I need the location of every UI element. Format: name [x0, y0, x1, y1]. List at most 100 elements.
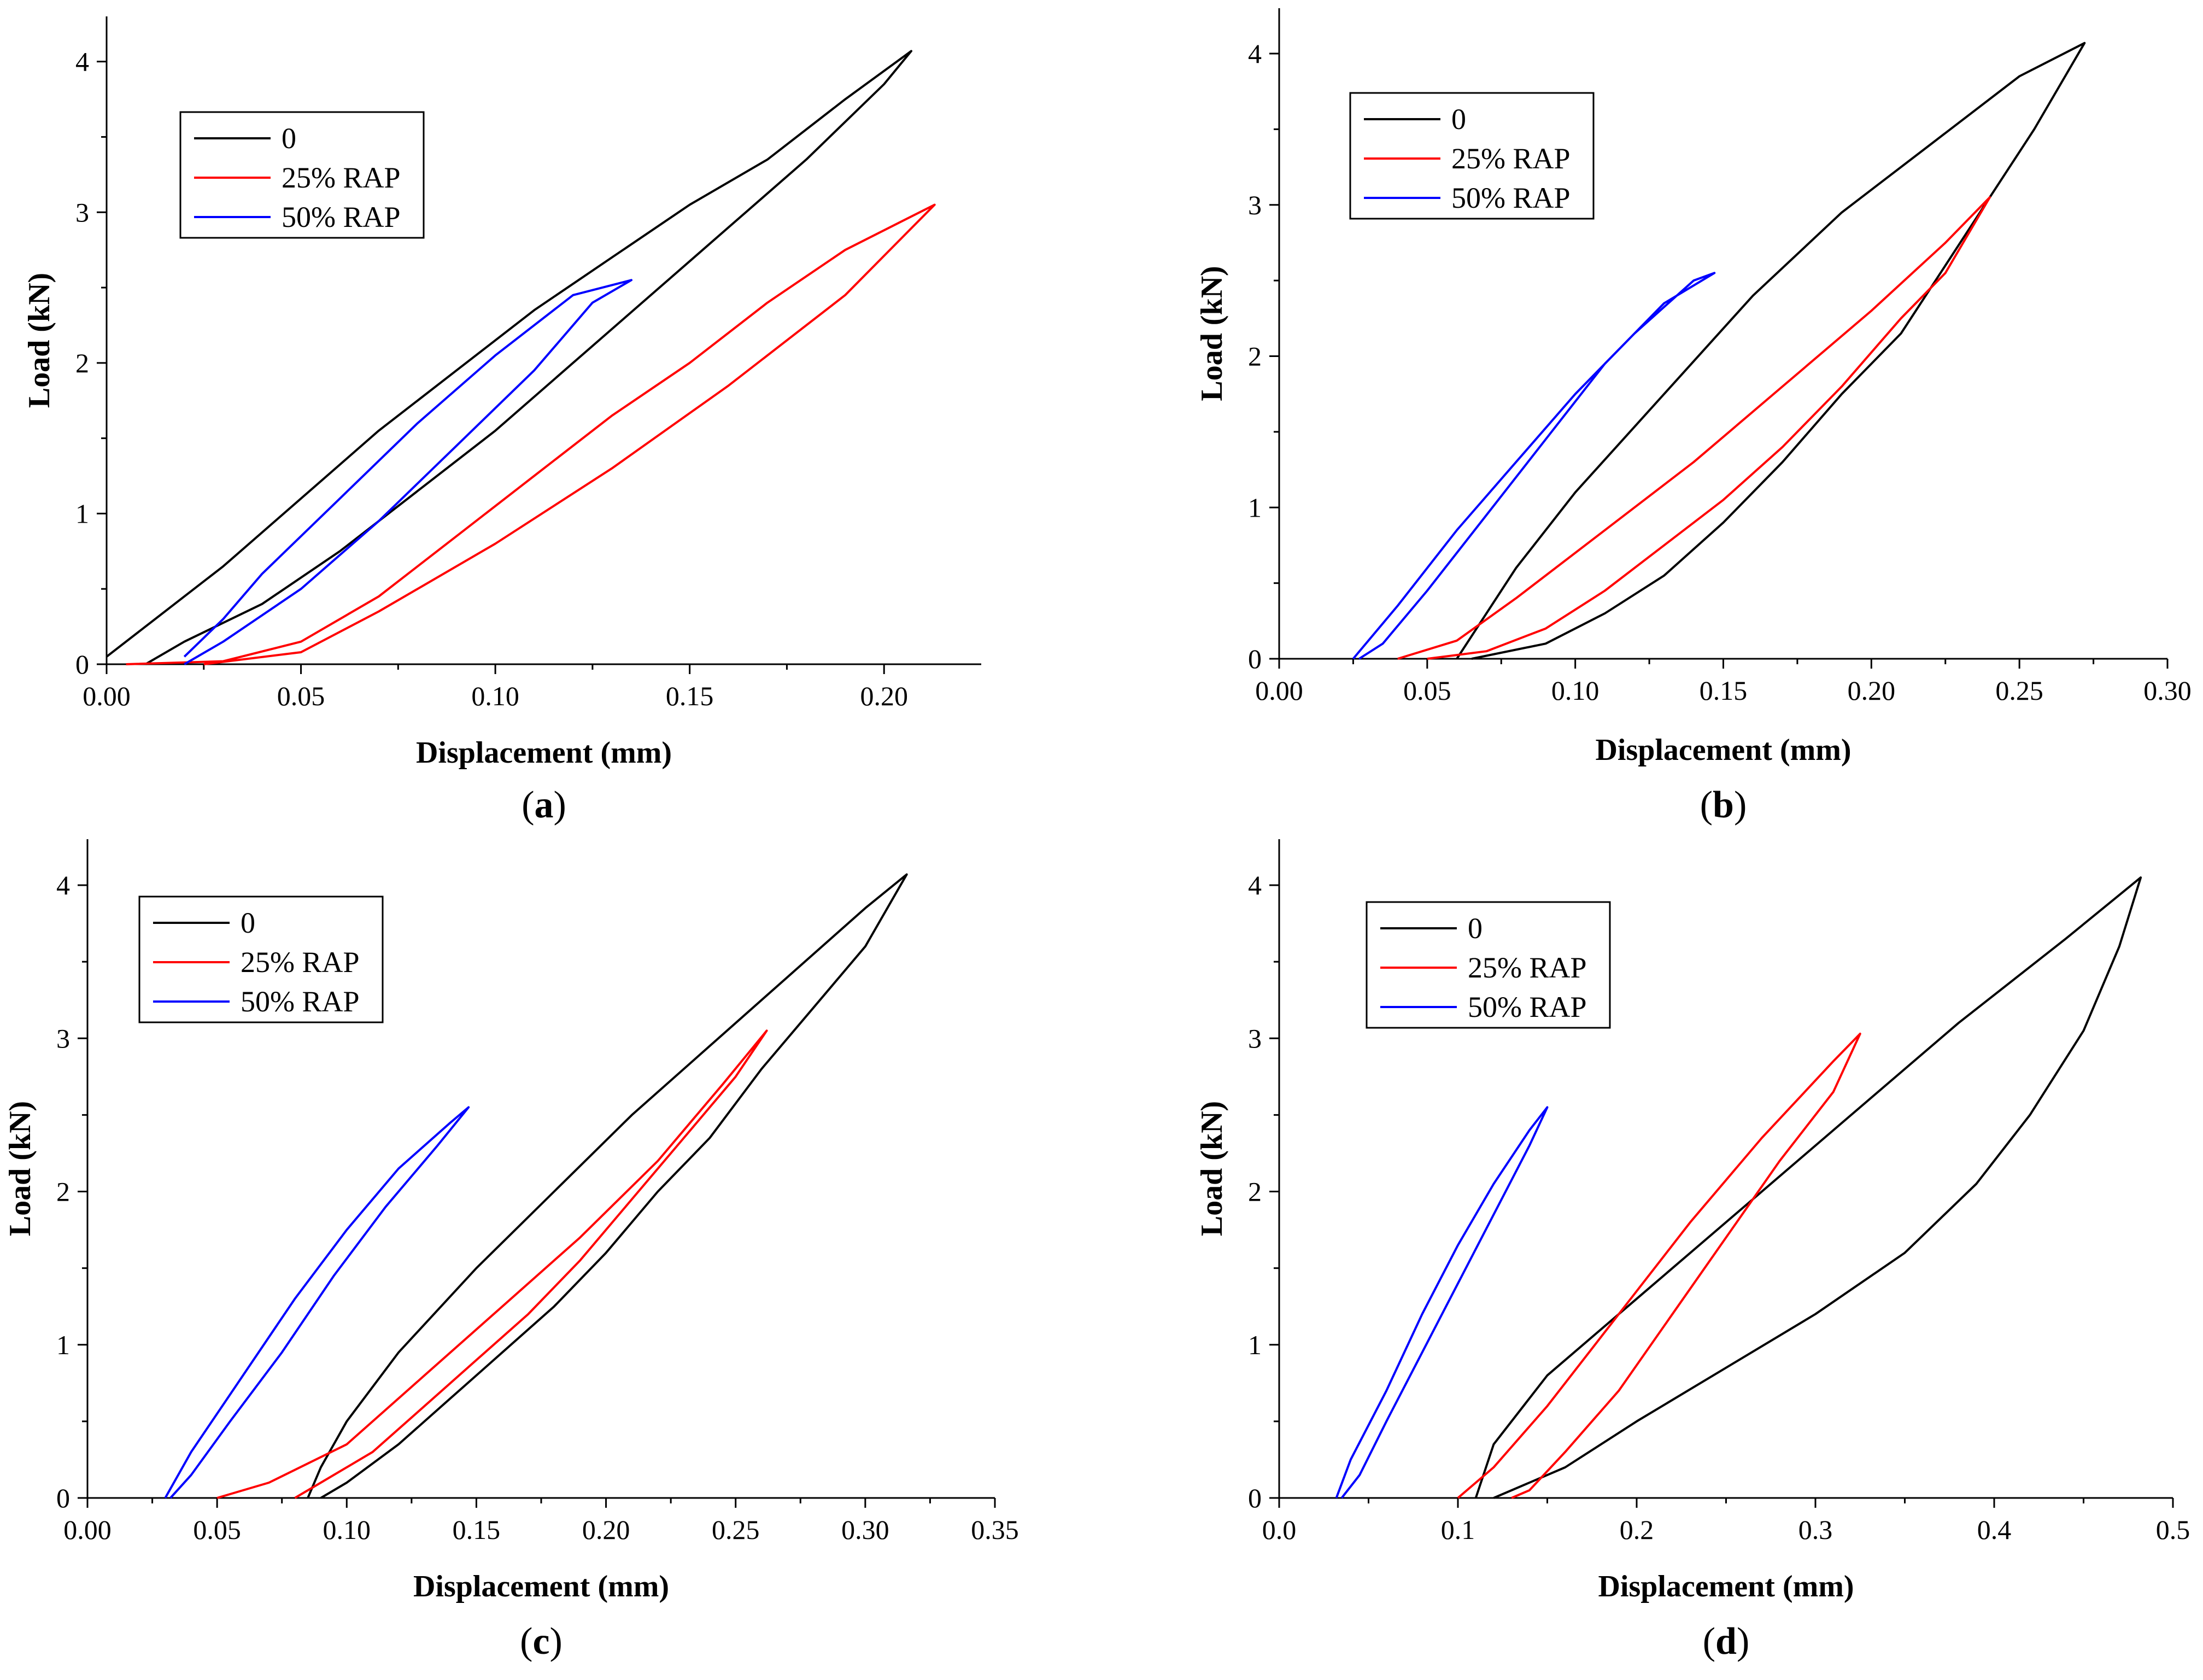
legend-entry: 50% RAP — [1468, 991, 1587, 1023]
series-line-0 — [1456, 42, 2086, 660]
legend-entry: 0 — [282, 122, 296, 155]
legend-entry: 0 — [1451, 103, 1466, 136]
x-tick-label: 0.05 — [277, 681, 325, 711]
series-line-50-rap — [164, 1106, 470, 1499]
x-tick-label: 0.15 — [453, 1514, 501, 1545]
y-tick-label: 1 — [56, 1330, 70, 1360]
panel-label-close: ) — [554, 784, 566, 826]
series-line-0 — [106, 50, 912, 665]
y-axis-title: Load (kN) — [3, 1101, 37, 1236]
y-tick-label: 3 — [1248, 1023, 1262, 1053]
x-tick-label: 0.4 — [1977, 1514, 2012, 1545]
x-tick-label: 0.00 — [63, 1514, 112, 1545]
x-tick-label: 0.20 — [582, 1514, 630, 1545]
y-axis-title: Load (kN) — [22, 273, 56, 408]
y-tick-label: 3 — [1248, 190, 1262, 220]
y-tick-label: 1 — [75, 498, 89, 529]
panel-label: (d) — [1703, 1620, 1750, 1663]
chart-panel-a: 0.00 0.05 0.10 0.15 0.20 0 1 2 3 4 Displacement (m… — [22, 16, 981, 826]
x-tick-label: 0.2 — [1620, 1514, 1654, 1545]
y-tick-label: 2 — [56, 1176, 70, 1207]
chart-panel-b: 0.00 0.05 0.10 0.15 0.20 0.25 0.30 0 1 2 3 4 Displac… — [1195, 8, 2192, 826]
panel-label-open: ( — [522, 784, 534, 826]
panel-label-letter: b — [1713, 784, 1734, 826]
x-tick-label: 0.5 — [2156, 1514, 2190, 1545]
y-axis-title: Load (kN) — [1195, 266, 1229, 401]
x-tick-label: 0.20 — [1848, 675, 1896, 706]
panel-label: (c) — [520, 1620, 563, 1663]
panel-label-close: ) — [1734, 784, 1747, 826]
legend-entry: 0 — [241, 906, 255, 939]
y-tick-label: 0 — [1248, 1483, 1262, 1513]
legend-entry: 50% RAP — [241, 985, 360, 1018]
legend-entry: 25% RAP — [241, 946, 360, 979]
panel-label-close: ) — [1737, 1620, 1749, 1663]
x-tick-label: 0.25 — [712, 1514, 760, 1545]
x-tick-label: 0.15 — [666, 681, 714, 711]
y-tick-label: 4 — [56, 870, 70, 900]
panel-label-letter: a — [535, 784, 554, 826]
x-tick-label: 0.00 — [83, 681, 131, 711]
x-tick-label: 0.10 — [471, 681, 519, 711]
legend-entry: 0 — [1468, 912, 1483, 945]
y-tick-label: 3 — [75, 197, 89, 227]
y-tick-label: 2 — [1248, 1176, 1262, 1207]
panel-label-open: ( — [1703, 1620, 1715, 1663]
y-tick-label: 4 — [1248, 870, 1262, 900]
series-line-50-rap — [1352, 272, 1716, 660]
legend-entry: 25% RAP — [1468, 951, 1587, 984]
x-tick-label: 0.05 — [193, 1514, 241, 1545]
x-tick-label: 0.00 — [1255, 675, 1303, 706]
panel-label-close: ) — [550, 1620, 563, 1663]
x-tick-label: 0.30 — [841, 1514, 889, 1545]
x-tick-label: 0.3 — [1798, 1514, 1833, 1545]
x-tick-label: 0.30 — [2143, 675, 2192, 706]
series-line-50-rap — [183, 279, 632, 665]
chart-panel-d: 0.0 0.1 0.2 0.3 0.4 0.5 0 1 2 3 4 Displacement (mm)… — [1195, 839, 2190, 1663]
legend-entry: 25% RAP — [1451, 142, 1571, 175]
x-tick-label: 0.15 — [1700, 675, 1748, 706]
y-axis-title: Load (kN) — [1195, 1101, 1229, 1236]
y-tick-label: 4 — [1248, 38, 1262, 69]
x-axis-title: Displacement (mm) — [413, 1570, 669, 1603]
y-tick-label: 2 — [75, 348, 89, 378]
panel-label: (b) — [1700, 784, 1747, 826]
x-tick-label: 0.35 — [971, 1514, 1019, 1545]
series-line-25-rap — [1397, 196, 1991, 660]
series-line-0 — [307, 873, 908, 1499]
x-tick-label: 0.1 — [1441, 1514, 1475, 1545]
y-tick-label: 3 — [56, 1023, 70, 1053]
series-line-25-rap — [216, 1029, 768, 1499]
panel-label-letter: d — [1715, 1620, 1737, 1663]
panel-label-letter: c — [532, 1620, 549, 1663]
chart-panel-c: 0.00 0.05 0.10 0.15 0.20 0.25 0.30 0.35 0 1 2 3 4 Dis… — [3, 839, 1019, 1663]
legend-entry: 25% RAP — [282, 161, 401, 194]
legend-entry: 50% RAP — [282, 201, 401, 233]
x-tick-label: 0.10 — [1551, 675, 1599, 706]
x-tick-label: 0.0 — [1262, 1514, 1297, 1545]
y-tick-label: 0 — [56, 1483, 70, 1513]
panel-label-open: ( — [1700, 784, 1713, 826]
y-tick-label: 1 — [1248, 492, 1262, 523]
legend-entry: 50% RAP — [1451, 182, 1571, 214]
series-line-0 — [1474, 876, 2142, 1499]
x-axis-title: Displacement (mm) — [416, 736, 672, 770]
x-tick-label: 0.10 — [323, 1514, 371, 1545]
legend: 0 25% RAP 50% RAP — [1366, 901, 1611, 1029]
x-axis-title: Displacement (mm) — [1598, 1570, 1854, 1603]
x-tick-label: 0.20 — [860, 681, 908, 711]
x-axis-title: Displacement (mm) — [1595, 733, 1851, 767]
legend: 0 25% RAP 50% RAP — [179, 111, 425, 239]
y-tick-label: 4 — [75, 46, 89, 77]
y-tick-label: 0 — [75, 649, 89, 680]
panel-label-open: ( — [520, 1620, 532, 1663]
x-tick-label: 0.25 — [1995, 675, 2043, 706]
y-tick-label: 1 — [1248, 1330, 1262, 1360]
series-line-25-rap — [126, 203, 936, 665]
y-tick-label: 0 — [1248, 643, 1262, 674]
x-tick-label: 0.05 — [1403, 675, 1451, 706]
legend: 0 25% RAP 50% RAP — [1349, 92, 1595, 220]
y-tick-label: 2 — [1248, 341, 1262, 372]
series-line-25-rap — [1457, 1032, 1861, 1499]
